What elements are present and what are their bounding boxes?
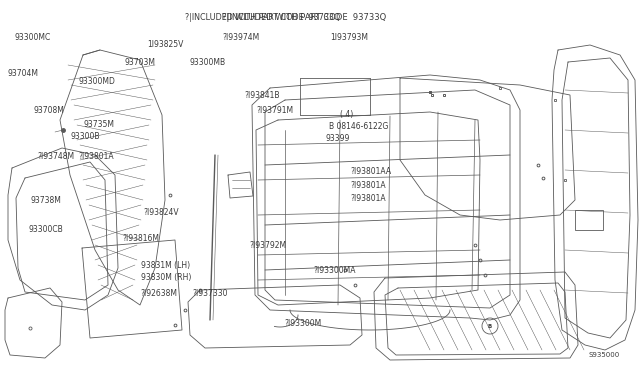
Text: ?I93841B: ?I93841B [244, 91, 280, 100]
Text: 93300MD: 93300MD [78, 77, 115, 86]
Text: 93735M: 93735M [83, 120, 114, 129]
Text: 1I93825V: 1I93825V [147, 40, 184, 49]
Text: B: B [488, 324, 492, 328]
Text: ?I93792M: ?I93792M [250, 241, 287, 250]
Text: ?|INCLUDED WITH PART CODE  93733Q: ?|INCLUDED WITH PART CODE 93733Q [222, 13, 387, 22]
Text: 93704M: 93704M [8, 69, 38, 78]
Text: S935000: S935000 [589, 352, 620, 358]
Text: 93300CB: 93300CB [29, 225, 63, 234]
Text: 93708M: 93708M [33, 106, 64, 115]
Text: ?I93801A: ?I93801A [351, 194, 387, 203]
Text: 93300B: 93300B [70, 132, 100, 141]
Text: ?I93748M: ?I93748M [37, 153, 74, 161]
Text: ?I92638M: ?I92638M [141, 289, 178, 298]
Text: ?I93816M: ?I93816M [123, 234, 160, 243]
Text: ?I937330: ?I937330 [192, 289, 227, 298]
Text: 93830M (RH): 93830M (RH) [141, 273, 191, 282]
Text: ?I93791M: ?I93791M [256, 106, 293, 115]
Text: 93300MB: 93300MB [189, 58, 225, 67]
Text: ?I93300MA: ?I93300MA [314, 266, 356, 275]
Text: 93300MC: 93300MC [14, 33, 51, 42]
Text: ?I93801A: ?I93801A [351, 181, 387, 190]
Bar [575, 210, 603, 230]
Text: 93738M: 93738M [31, 196, 61, 205]
Text: ?I93300M: ?I93300M [285, 319, 322, 328]
Text: 1I93793M: 1I93793M [330, 33, 368, 42]
Text: B 08146-6122G: B 08146-6122G [329, 122, 388, 131]
Text: 93831M (LH): 93831M (LH) [141, 262, 190, 270]
Text: ?I93824V: ?I93824V [143, 208, 179, 217]
Text: ?|INCLUDED WITH PART CODE  93733Q: ?|INCLUDED WITH PART CODE 93733Q [185, 13, 340, 22]
Text: ?I93801AA: ?I93801AA [351, 167, 392, 176]
Text: 93703M: 93703M [124, 58, 155, 67]
Text: ( 4): ( 4) [340, 110, 354, 119]
Text: ?I93974M: ?I93974M [223, 33, 260, 42]
Text: 93399: 93399 [325, 134, 349, 143]
Text: ?I93801A: ?I93801A [78, 153, 114, 161]
